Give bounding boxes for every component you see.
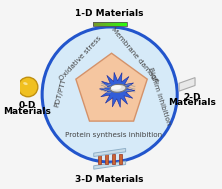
Text: Membrane damage: Membrane damage: [110, 26, 160, 84]
Text: Materials: Materials: [168, 98, 216, 107]
Bar: [93, 22, 127, 26]
Bar: [112, 154, 115, 164]
Bar: [113, 22, 115, 26]
Bar: [106, 22, 108, 26]
Text: 2-D: 2-D: [183, 93, 200, 102]
Bar: [99, 22, 101, 26]
Bar: [96, 22, 98, 26]
Text: 0-D: 0-D: [18, 101, 36, 110]
Bar: [105, 22, 106, 26]
Text: Materials: Materials: [3, 107, 51, 115]
Ellipse shape: [110, 84, 126, 92]
Bar: [111, 22, 113, 26]
Polygon shape: [99, 72, 135, 107]
Polygon shape: [179, 78, 195, 91]
Bar: [110, 22, 111, 26]
Bar: [125, 22, 127, 26]
Text: PDT/PTT: PDT/PTT: [53, 77, 67, 108]
Text: Protein synthesis inhibition: Protein synthesis inhibition: [65, 132, 162, 138]
Text: Biofilm inhibition: Biofilm inhibition: [147, 67, 172, 126]
Polygon shape: [76, 53, 147, 121]
Bar: [103, 22, 105, 26]
Text: 3-D Materials: 3-D Materials: [75, 175, 144, 184]
Text: Oxidative stress: Oxidative stress: [59, 35, 103, 81]
Bar: [98, 22, 99, 26]
Circle shape: [42, 27, 177, 162]
Ellipse shape: [23, 82, 28, 85]
Bar: [121, 22, 123, 26]
Bar: [120, 22, 121, 26]
Bar: [115, 22, 116, 26]
Bar: [98, 154, 101, 164]
Bar: [108, 22, 110, 26]
Bar: [93, 22, 95, 26]
Circle shape: [18, 77, 38, 97]
Bar: [95, 22, 96, 26]
Bar: [105, 154, 108, 164]
Text: 1-D Materials: 1-D Materials: [75, 9, 144, 18]
Polygon shape: [94, 161, 126, 169]
Polygon shape: [94, 148, 126, 156]
Bar: [123, 22, 125, 26]
Bar: [101, 22, 103, 26]
Ellipse shape: [111, 85, 121, 90]
Bar: [118, 22, 120, 26]
Bar: [116, 22, 118, 26]
Bar: [119, 154, 122, 164]
